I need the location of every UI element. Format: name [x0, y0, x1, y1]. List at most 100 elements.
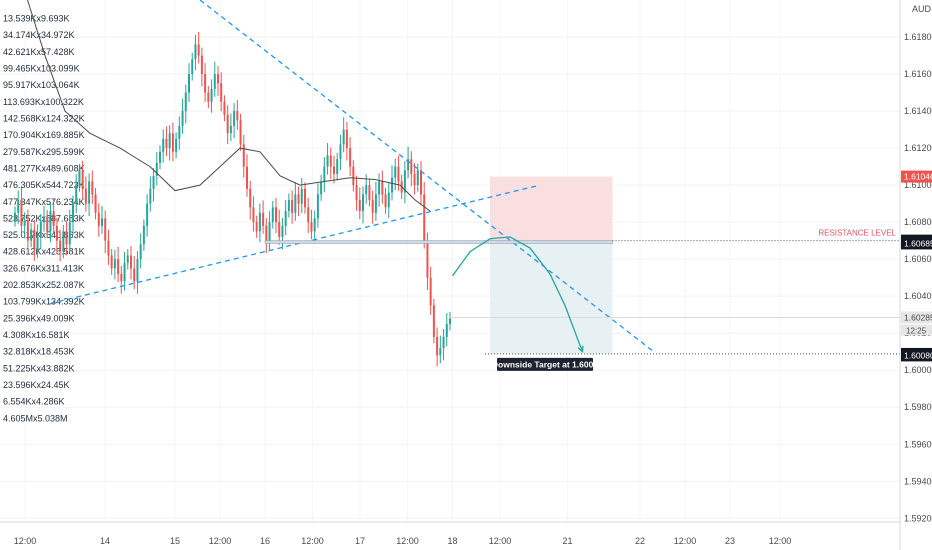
- candle-down: [426, 240, 429, 278]
- candle-up: [123, 262, 126, 282]
- candle-down: [307, 207, 310, 223]
- time-tick-label: 12:00: [769, 536, 792, 546]
- candle-down: [410, 159, 413, 174]
- moving-average-line[interactable]: [27, 0, 431, 212]
- candle-up: [62, 231, 65, 252]
- candle-up: [146, 203, 149, 226]
- price-badge-label: 1.60285: [904, 312, 932, 322]
- volume-profile-label: 170.904Kx169.885K: [3, 130, 85, 140]
- candle-up: [365, 185, 368, 195]
- candle-up: [300, 188, 303, 204]
- candle-down: [255, 222, 258, 232]
- candle-down: [65, 231, 68, 245]
- candle-down: [252, 207, 255, 223]
- volume-profile-label: 142.568Kx124.322K: [3, 113, 85, 123]
- candle-up: [168, 133, 171, 149]
- price-tick-label: 1.60400: [904, 291, 932, 301]
- price-tick-label: 1.60600: [904, 254, 932, 264]
- candle-up: [49, 211, 52, 232]
- candle-down: [217, 74, 219, 84]
- volume-profile-label: 326.676Kx311.413K: [3, 263, 84, 273]
- candle-down: [239, 120, 242, 145]
- take-profit-zone[interactable]: [490, 240, 613, 354]
- candle-down: [413, 174, 416, 186]
- candle-up: [39, 222, 42, 237]
- candle-down: [432, 305, 435, 337]
- time-tick-label: 18: [447, 536, 457, 546]
- forecast-path[interactable]: [451, 236, 584, 352]
- candle-down: [55, 225, 58, 241]
- volume-profile-label: 23.596Kx24.45K: [3, 380, 70, 390]
- candle-up: [281, 225, 284, 237]
- candle-up: [387, 192, 390, 208]
- time-tick-label: 21: [562, 536, 572, 546]
- candle-up: [181, 111, 184, 126]
- candle-down: [204, 74, 207, 93]
- candle-down: [345, 129, 348, 149]
- candle-up: [142, 225, 145, 245]
- candle-up: [159, 151, 161, 163]
- volume-profile-label: 279.587Kx295.599K: [3, 147, 85, 157]
- candle-down: [275, 207, 277, 223]
- candle-down: [110, 255, 113, 269]
- candle-up: [229, 125, 232, 134]
- volume-profile-label: 525.017Kx540.863K: [3, 230, 85, 240]
- candle-down: [397, 166, 400, 182]
- price-tick-label: 1.59800: [904, 402, 932, 412]
- candle-up: [271, 207, 274, 223]
- candle-up: [439, 348, 442, 356]
- candle-down: [358, 199, 361, 212]
- price-badge: [901, 237, 932, 250]
- candle-up: [287, 199, 290, 212]
- position-box[interactable]: [490, 176, 613, 354]
- candle-down: [355, 185, 358, 200]
- candle-down: [81, 170, 84, 189]
- candle-down: [207, 92, 210, 102]
- time-tick-label: 12:00: [301, 536, 324, 546]
- candle-up: [233, 111, 236, 126]
- price-axis[interactable]: AUD 1.618001.616001.614001.612001.610001…: [901, 4, 932, 523]
- candle-up: [268, 222, 271, 241]
- downside-target-label: Downside Target at 1.6008: [492, 359, 598, 369]
- time-axis[interactable]: 12:00 14 15 12:00 16 12:00 17 12:00 18 12:00 21 22 1…: [14, 536, 792, 546]
- candle-down: [262, 212, 265, 226]
- volume-profile-label: 42.621Kx57.428K: [3, 47, 75, 57]
- candle-down: [349, 148, 352, 167]
- candle-up: [126, 255, 129, 263]
- resistance-zone[interactable]: [264, 240, 613, 244]
- candle-up: [403, 170, 406, 193]
- candle-up: [36, 236, 39, 250]
- drawings[interactable]: [27, 0, 901, 355]
- candle-down: [249, 188, 252, 208]
- volume-profile-label: 103.799Kx134.392K: [3, 297, 85, 307]
- candle-up: [442, 336, 445, 348]
- volume-profile-label: 13.539Kx9.693K: [3, 14, 70, 24]
- price-tick-label: 1.61600: [904, 69, 932, 79]
- candle-up: [316, 194, 319, 219]
- stop-loss-zone[interactable]: [490, 176, 613, 241]
- candle-up: [449, 318, 451, 324]
- candle-down: [91, 181, 94, 195]
- price-tick-label: 1.59400: [904, 476, 932, 486]
- time-tick-label: 22: [635, 536, 645, 546]
- candle-down: [20, 199, 23, 226]
- volume-profile-label: 95.917Kx103.064K: [3, 80, 80, 90]
- time-tick-label: 12:00: [209, 536, 232, 546]
- descending-trendline[interactable]: [199, 0, 656, 354]
- price-tick-label: 1.61400: [904, 106, 932, 116]
- candle-up: [68, 222, 71, 245]
- candle-up: [194, 44, 197, 60]
- candle-down: [278, 222, 281, 237]
- ascending-trendline[interactable]: [49, 184, 541, 305]
- candle-down: [107, 240, 110, 256]
- time-tick-label: 12:00: [396, 536, 419, 546]
- candle-up: [23, 220, 26, 226]
- time-tick-label: 12:00: [489, 536, 512, 546]
- candle-up: [17, 199, 20, 213]
- countdown-label: 12:25: [906, 326, 927, 335]
- volume-profile-label: 481.277Kx489.608K: [3, 163, 85, 173]
- candle-up: [149, 188, 152, 204]
- candle-up: [391, 177, 393, 193]
- candle-up: [323, 166, 326, 182]
